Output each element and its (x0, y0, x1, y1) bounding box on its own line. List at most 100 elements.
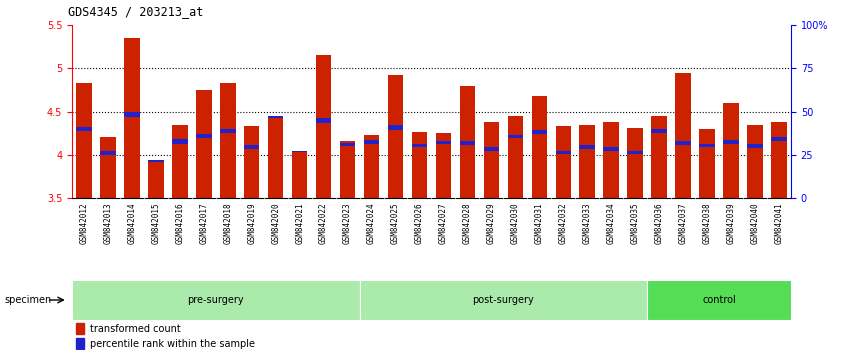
Bar (508, 116, 523, 198)
Text: GSM842029: GSM842029 (487, 202, 496, 244)
Text: post-surgery: post-surgery (473, 295, 534, 305)
Bar (76, 127, 91, 131)
Bar (292, 152, 307, 198)
Bar (747, 125, 763, 198)
Text: GSM842019: GSM842019 (247, 202, 256, 244)
Bar (364, 135, 379, 198)
Bar (772, 122, 787, 198)
Bar (531, 130, 547, 134)
Text: GSM842024: GSM842024 (367, 202, 376, 244)
Bar (148, 161, 163, 198)
Text: GSM842014: GSM842014 (128, 202, 136, 244)
Bar (675, 141, 691, 145)
Bar (628, 150, 643, 154)
Text: GSM842038: GSM842038 (703, 202, 711, 244)
Text: GSM842026: GSM842026 (415, 202, 424, 244)
Bar (700, 144, 715, 147)
Text: GSM842035: GSM842035 (631, 202, 640, 244)
Bar (196, 134, 212, 138)
Bar (268, 116, 283, 198)
Bar (75, 324, 84, 334)
Bar (412, 144, 427, 147)
Text: GSM842015: GSM842015 (151, 202, 160, 244)
Text: GSM842037: GSM842037 (678, 202, 688, 244)
Bar (651, 129, 667, 133)
Bar (412, 132, 427, 198)
Text: GSM842033: GSM842033 (583, 202, 591, 244)
Bar (628, 128, 643, 198)
Bar (603, 147, 619, 152)
Bar (340, 141, 355, 198)
Bar (268, 116, 283, 118)
Text: GDS4345 / 203213_at: GDS4345 / 203213_at (69, 5, 204, 18)
Bar (484, 122, 499, 198)
Text: GSM842027: GSM842027 (439, 202, 448, 244)
Bar (360, 280, 647, 320)
Bar (647, 280, 791, 320)
Text: percentile rank within the sample: percentile rank within the sample (90, 339, 255, 349)
Bar (531, 96, 547, 198)
Text: GSM842034: GSM842034 (607, 202, 616, 244)
Text: GSM842020: GSM842020 (272, 202, 280, 244)
Text: GSM842031: GSM842031 (535, 202, 544, 244)
Bar (772, 137, 787, 141)
Bar (220, 129, 235, 133)
Text: control: control (702, 295, 736, 305)
Bar (316, 119, 332, 123)
Bar (72, 280, 360, 320)
Bar (436, 133, 451, 198)
Bar (316, 55, 332, 198)
Bar (244, 126, 260, 198)
Bar (196, 90, 212, 198)
Text: GSM842032: GSM842032 (559, 202, 568, 244)
Bar (124, 112, 140, 117)
Text: pre-surgery: pre-surgery (188, 295, 244, 305)
Text: GSM842030: GSM842030 (511, 202, 519, 244)
Bar (436, 141, 451, 144)
Bar (556, 150, 571, 154)
Bar (100, 152, 116, 155)
Bar (603, 122, 619, 198)
Bar (580, 145, 595, 149)
Bar (76, 83, 91, 198)
Bar (244, 145, 260, 149)
Bar (651, 116, 667, 198)
Text: GSM842036: GSM842036 (655, 202, 663, 244)
Bar (340, 143, 355, 146)
Bar (172, 139, 188, 144)
Bar (484, 147, 499, 150)
Bar (459, 86, 475, 198)
Bar (148, 160, 163, 162)
Text: GSM842028: GSM842028 (463, 202, 472, 244)
Bar (364, 140, 379, 144)
Text: GSM842023: GSM842023 (343, 202, 352, 244)
Text: GSM842022: GSM842022 (319, 202, 328, 244)
Text: GSM842040: GSM842040 (750, 202, 760, 244)
Bar (387, 75, 404, 198)
Bar (508, 135, 523, 138)
Bar (747, 144, 763, 148)
Bar (292, 150, 307, 152)
Text: GSM842039: GSM842039 (727, 202, 735, 244)
Text: GSM842016: GSM842016 (175, 202, 184, 244)
Bar (675, 73, 691, 198)
Text: GSM842017: GSM842017 (200, 202, 208, 244)
Text: GSM842012: GSM842012 (80, 202, 88, 244)
Bar (459, 141, 475, 145)
Text: GSM842021: GSM842021 (295, 202, 304, 244)
Bar (387, 125, 404, 130)
Bar (580, 125, 595, 198)
Text: GSM842041: GSM842041 (775, 202, 783, 244)
Text: GSM842025: GSM842025 (391, 202, 400, 244)
Text: transformed count: transformed count (90, 324, 181, 334)
Text: GSM842018: GSM842018 (223, 202, 232, 244)
Bar (124, 38, 140, 198)
Text: GSM842013: GSM842013 (103, 202, 113, 244)
Bar (723, 140, 739, 144)
Bar (700, 129, 715, 198)
Bar (100, 137, 116, 198)
Bar (172, 125, 188, 198)
Bar (220, 83, 235, 198)
Bar (75, 338, 84, 349)
Text: specimen: specimen (4, 295, 52, 305)
